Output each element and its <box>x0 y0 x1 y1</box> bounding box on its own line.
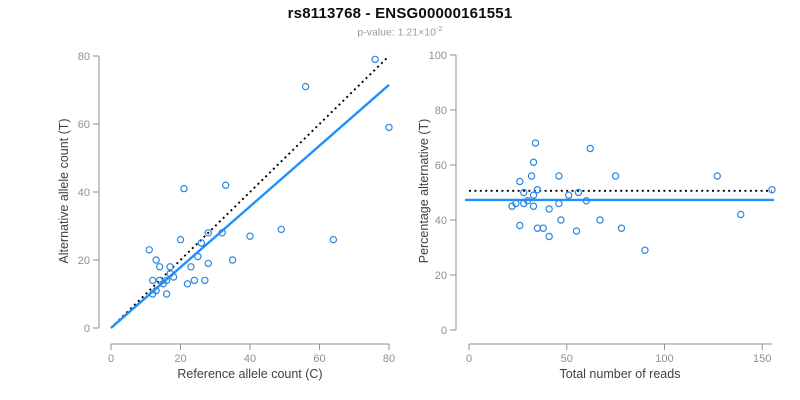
data-point <box>529 191 538 199</box>
data-point <box>180 184 188 193</box>
x-tick-label: 60 <box>313 353 325 365</box>
data-point <box>520 199 528 208</box>
left-y-axis-label: Alternative allele count (T) <box>57 118 71 264</box>
y-tick-label: 0 <box>84 323 90 335</box>
data-point <box>529 158 538 166</box>
figure-subtitle: p-value: 1.21×10-2 <box>0 24 800 39</box>
data-point <box>586 144 594 153</box>
y-tick-label: 60 <box>435 160 447 172</box>
data-point <box>204 259 212 268</box>
data-point <box>574 188 583 197</box>
data-point <box>582 197 590 205</box>
data-point <box>169 273 178 281</box>
data-point <box>768 186 776 194</box>
pvalue-text: p-value: 1.21×10 <box>357 26 436 39</box>
data-point <box>545 232 553 241</box>
data-point <box>204 229 212 237</box>
data-point <box>641 246 649 254</box>
data-point <box>228 256 237 264</box>
data-point <box>277 225 285 234</box>
data-point <box>617 224 626 232</box>
x-tick-label: 20 <box>174 353 186 365</box>
data-point <box>159 280 167 288</box>
data-point <box>371 55 379 64</box>
y-tick-label: 100 <box>429 50 447 62</box>
data-point <box>555 172 563 180</box>
data-point <box>564 191 573 199</box>
data-point <box>201 276 209 285</box>
data-point <box>148 290 157 298</box>
y-tick-label: 40 <box>435 215 447 227</box>
y-tick-label: 0 <box>441 325 447 337</box>
figure-title: rs8113768 - ENSG00000161551 <box>287 5 513 22</box>
data-point <box>385 123 393 132</box>
data-point <box>516 221 524 230</box>
data-point <box>557 216 565 224</box>
data-point <box>533 186 542 194</box>
x-tick-label: 100 <box>655 353 673 365</box>
left-x-axis-label: Reference allele count (C) <box>177 367 323 381</box>
x-tick-label: 0 <box>108 353 114 365</box>
data-point <box>166 263 174 271</box>
right-x-axis-label: Total number of reads <box>559 367 681 381</box>
data-point <box>183 280 192 288</box>
data-point <box>329 235 338 244</box>
data-point <box>611 172 620 180</box>
data-point <box>187 263 195 271</box>
x-tick-label: 50 <box>561 353 573 365</box>
data-point <box>508 202 516 210</box>
data-point <box>194 252 202 261</box>
data-point <box>190 276 199 285</box>
data-point <box>218 229 226 237</box>
pvalue-exponent: -2 <box>435 24 443 33</box>
data-point <box>197 239 206 247</box>
data-point <box>221 181 230 189</box>
data-point <box>527 172 536 180</box>
x-tick-label: 150 <box>753 353 771 365</box>
data-point <box>539 224 547 232</box>
right-scatter-plot: 0 20 40 60 80 100 0 50 100 150 <box>429 50 776 365</box>
y-tick-label: 80 <box>435 105 447 117</box>
data-point <box>155 263 164 271</box>
data-point <box>596 216 604 224</box>
data-point <box>572 227 581 235</box>
x-tick-label: 40 <box>244 353 256 365</box>
data-point <box>713 172 721 180</box>
y-tick-label: 80 <box>78 51 90 63</box>
data-point <box>531 139 540 147</box>
x-tick-label: 0 <box>466 353 472 365</box>
data-point <box>529 202 538 210</box>
right-y-axis-label: Percentage alternative (T) <box>417 118 431 264</box>
data-point <box>301 82 310 91</box>
data-point <box>148 276 157 285</box>
data-point <box>737 210 745 219</box>
data-point <box>555 199 563 208</box>
data-point <box>145 246 153 254</box>
left-scatter-plot: 0 20 40 60 80 0 20 40 60 80 <box>78 51 395 365</box>
data-point <box>516 177 524 186</box>
x-tick-label: 80 <box>383 353 395 365</box>
y-tick-label: 20 <box>435 270 447 282</box>
data-point <box>162 290 171 298</box>
y-tick-label: 20 <box>78 255 90 267</box>
data-point <box>545 205 553 213</box>
data-point <box>176 235 185 244</box>
data-point <box>520 188 528 197</box>
y-tick-label: 40 <box>78 187 90 199</box>
identity-line <box>110 55 390 329</box>
y-tick-label: 60 <box>78 119 90 131</box>
data-point <box>246 232 254 240</box>
data-point <box>152 256 160 264</box>
